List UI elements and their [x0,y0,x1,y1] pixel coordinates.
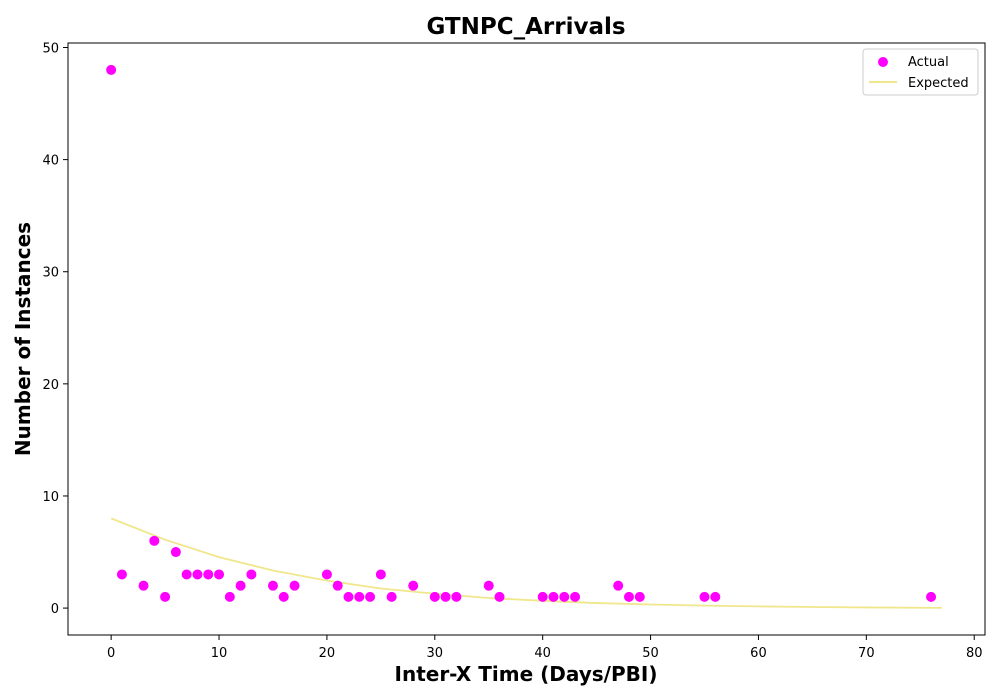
legend-frame [862,48,979,96]
actual-data-point [429,591,440,602]
actual-data-point [214,569,225,580]
actual-data-point [570,591,581,602]
actual-data-point [192,569,203,580]
y-axis: 0 10 20 30 40 50 [42,41,68,617]
actual-data-point [559,591,570,602]
plot-area [106,64,942,609]
actual-data-point [160,591,171,602]
actual-data-point [235,580,246,591]
actual-data-point [365,591,376,602]
y-tick-label: 20 [42,378,59,393]
y-tick-label: 40 [42,154,59,169]
actual-data-point [278,591,289,602]
legend: Actual Expected [862,48,979,96]
actual-data-point [170,547,181,558]
actual-data-point [451,591,462,602]
actual-data-point [926,591,937,602]
actual-data-point [246,569,257,580]
actual-data-point [375,569,386,580]
x-tick-label: 80 [966,646,983,661]
y-tick-label: 10 [42,490,59,505]
actual-data-point [408,580,419,591]
actual-data-point [548,591,559,602]
actual-data-point [106,64,117,75]
actual-data-point [494,591,505,602]
x-tick-label: 0 [107,646,115,661]
actual-data-point [181,569,192,580]
legend-label-expected: Expected [908,76,969,91]
actual-data-point [537,591,548,602]
actual-data-point [354,591,365,602]
actual-data-point [203,569,214,580]
actual-data-point [321,569,332,580]
actual-data-point [332,580,343,591]
legend-marker-actual [878,57,888,67]
actual-data-point [224,591,235,602]
legend-label-actual: Actual [908,55,949,70]
actual-data-point [386,591,397,602]
y-axis-title: Number of Instances [11,222,35,456]
x-axis: 0 10 20 30 40 50 60 70 80 [107,635,982,661]
actual-data-point [623,591,634,602]
y-tick-label: 30 [42,266,59,281]
actual-data-point [116,569,127,580]
actual-data-point [710,591,721,602]
actual-data-point [267,580,278,591]
x-axis-title: Inter-X Time (Days/PBI) [395,662,658,686]
x-tick-label: 40 [534,646,551,661]
x-tick-label: 20 [319,646,336,661]
x-tick-label: 70 [858,646,875,661]
actual-data-point [483,580,494,591]
x-tick-label: 30 [427,646,444,661]
x-tick-label: 50 [642,646,659,661]
actual-data-point [699,591,710,602]
actual-data-point [634,591,645,602]
actual-data-point [440,591,451,602]
y-tick-label: 0 [51,602,59,617]
actual-data-point [149,535,160,546]
x-tick-label: 10 [211,646,228,661]
plot-frame [67,42,986,636]
actual-data-point [138,580,149,591]
chart-title: GTNPC_Arrivals [426,14,625,40]
actual-data-point [343,591,354,602]
x-tick-label: 60 [750,646,767,661]
actual-data-point [289,580,300,591]
actual-data-point [613,580,624,591]
y-tick-label: 50 [42,41,59,56]
